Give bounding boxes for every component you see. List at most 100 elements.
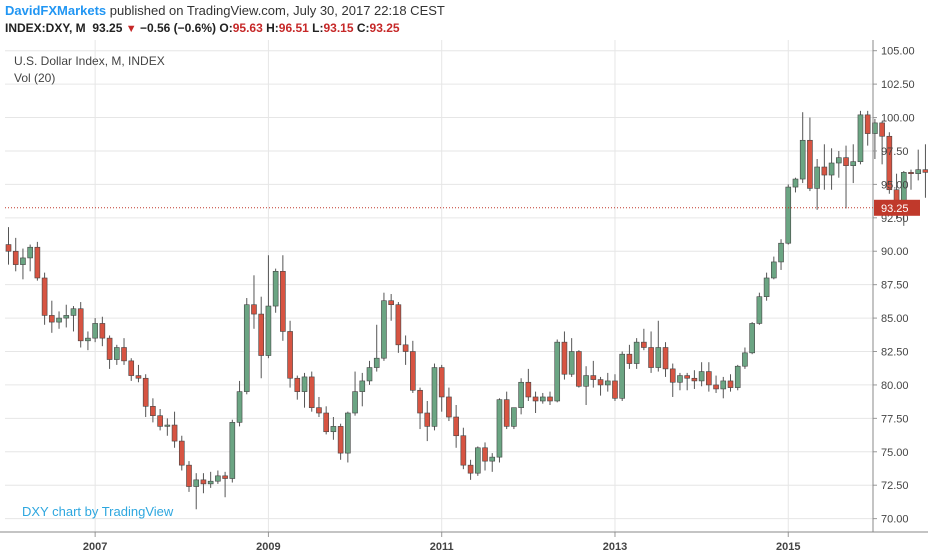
candle-body-down bbox=[438, 367, 445, 398]
candle bbox=[604, 372, 611, 392]
candle bbox=[496, 398, 503, 463]
close-value: 93.25 bbox=[369, 21, 400, 35]
candle bbox=[114, 344, 120, 365]
candle bbox=[92, 318, 98, 343]
candle-body-down bbox=[547, 396, 553, 402]
candle-body-down bbox=[12, 250, 19, 265]
candle bbox=[128, 358, 135, 381]
candle-body-down bbox=[316, 407, 322, 414]
y-tick-label: 70.00 bbox=[881, 514, 909, 526]
author-link[interactable]: DavidFXMarkets bbox=[5, 3, 107, 18]
candle-body-up bbox=[301, 376, 308, 392]
last-price-tag bbox=[874, 199, 920, 216]
candle bbox=[669, 363, 676, 397]
candle-body-up bbox=[554, 341, 561, 402]
candle bbox=[417, 387, 423, 430]
candle bbox=[727, 374, 734, 392]
down-arrow-icon: ▼ bbox=[125, 23, 137, 35]
candle bbox=[771, 256, 777, 280]
candle-body-down bbox=[684, 375, 690, 379]
candle-body-up bbox=[352, 391, 358, 414]
candle bbox=[5, 227, 12, 265]
y-tick-label: 100.00 bbox=[881, 113, 915, 125]
candle-body-down bbox=[669, 368, 676, 383]
candle bbox=[828, 148, 835, 190]
candle-body-down bbox=[410, 351, 416, 391]
candle-body-down bbox=[128, 360, 135, 376]
candle bbox=[619, 351, 626, 401]
candle bbox=[258, 296, 265, 379]
x-tick-label: 2009 bbox=[256, 541, 280, 553]
candle-body-down bbox=[590, 375, 597, 380]
candle bbox=[395, 302, 402, 353]
candle-body-down bbox=[49, 315, 55, 323]
candle-body-up bbox=[828, 162, 835, 176]
candle bbox=[756, 292, 763, 325]
candle-body-up bbox=[85, 337, 91, 342]
candle-body-up bbox=[771, 261, 777, 279]
candle-body-down bbox=[388, 300, 394, 306]
candle bbox=[785, 184, 792, 245]
candles-layer bbox=[5, 110, 928, 510]
candle bbox=[799, 112, 806, 184]
watermark: DXY chart by TradingView bbox=[22, 504, 174, 519]
overlay-layer: 93.25 U.S. Dollar Index, M, INDEX Vol (20)… bbox=[5, 54, 920, 519]
candle-body-down bbox=[150, 406, 156, 416]
candle bbox=[655, 320, 662, 372]
candle-body-down bbox=[713, 384, 719, 390]
candle-body-down bbox=[525, 381, 532, 398]
x-tick-label: 2013 bbox=[603, 541, 627, 553]
candle-body-down bbox=[417, 389, 423, 414]
candle bbox=[287, 320, 293, 388]
candle bbox=[388, 294, 394, 321]
candle-body-up bbox=[518, 381, 524, 408]
candle-body-down bbox=[612, 380, 618, 399]
candle bbox=[886, 132, 893, 194]
candle-body-down bbox=[337, 426, 344, 454]
candle-body-down bbox=[99, 323, 106, 339]
candle-body-down bbox=[251, 304, 257, 315]
candle bbox=[352, 371, 358, 416]
candle-body-down bbox=[294, 377, 301, 392]
candle bbox=[763, 272, 770, 301]
candle-body-down bbox=[706, 371, 712, 386]
candle bbox=[814, 158, 820, 210]
candle bbox=[453, 404, 459, 448]
candle-body-up bbox=[345, 412, 351, 454]
candle-body-down bbox=[34, 246, 41, 279]
candle-body-down bbox=[453, 416, 459, 437]
candle-body-up bbox=[207, 480, 214, 485]
ohlc-line: INDEX:DXY, M 93.25 ▼ −0.56 (−0.6%) O:95.… bbox=[5, 21, 400, 35]
candle bbox=[323, 406, 329, 435]
candle-body-down bbox=[323, 412, 329, 433]
candle bbox=[265, 255, 272, 359]
candle bbox=[590, 360, 597, 388]
candle-body-down bbox=[879, 122, 885, 137]
candle bbox=[222, 471, 228, 498]
candle bbox=[49, 300, 55, 333]
candle bbox=[792, 177, 799, 193]
candle bbox=[525, 368, 532, 401]
candle-body-up bbox=[857, 114, 864, 162]
candle-body-down bbox=[41, 277, 48, 316]
candle bbox=[178, 435, 185, 471]
candle bbox=[872, 118, 878, 159]
candle bbox=[677, 372, 683, 391]
candle bbox=[410, 340, 416, 393]
candle-body-down bbox=[691, 377, 698, 382]
candle-body-up bbox=[193, 479, 200, 487]
candle-body-up bbox=[243, 304, 250, 392]
candle bbox=[821, 144, 828, 190]
candle bbox=[908, 169, 914, 190]
candle-body-up bbox=[583, 375, 589, 387]
candle-body-up bbox=[330, 426, 337, 433]
candle-body-up bbox=[539, 396, 546, 402]
candle-body-up bbox=[633, 341, 640, 364]
candle bbox=[337, 423, 344, 460]
candle-body-up bbox=[778, 242, 784, 263]
candle-body-up bbox=[511, 407, 517, 427]
candle-body-up bbox=[489, 456, 496, 462]
candle bbox=[150, 398, 156, 423]
y-tick-label: 80.00 bbox=[881, 380, 909, 392]
